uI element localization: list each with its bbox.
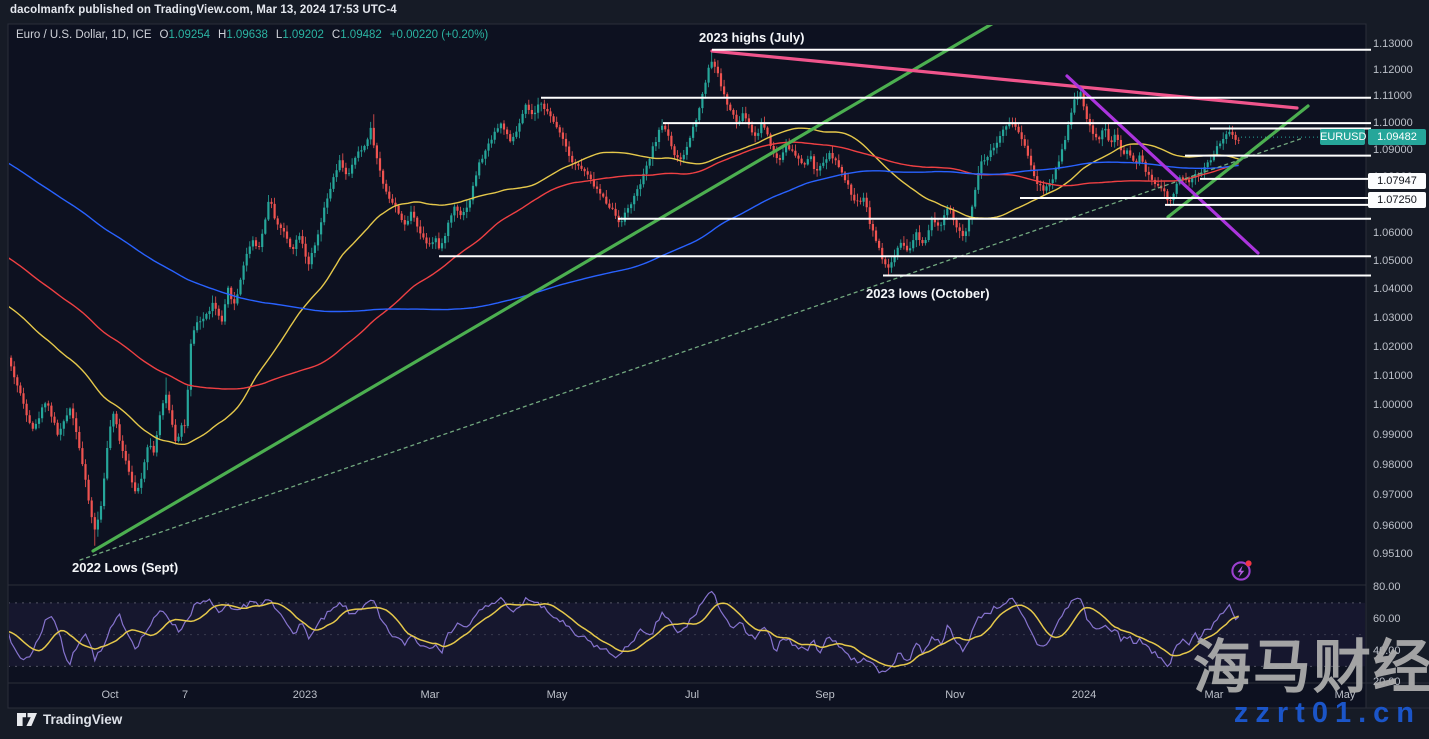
rsi-ma-line [9, 602, 1239, 668]
price-axis-label: 0.98000 [1373, 459, 1413, 471]
price-axis-label: 1.13000 [1373, 38, 1413, 50]
publish-attribution: dacolmanfx published on TradingView.com,… [10, 4, 397, 16]
time-axis-label-7: 7 [181, 689, 189, 701]
time-axis-label-Sep: Sep [815, 689, 835, 701]
notification-dot-icon [1245, 560, 1252, 567]
level-badge-2: 1.07250 [1368, 192, 1426, 208]
rsi-line [9, 590, 1240, 674]
price-axis-label: 1.02000 [1373, 341, 1413, 353]
legend-h-value: H1.09638 [218, 29, 268, 41]
price-axis-label: 1.05000 [1373, 255, 1413, 267]
price-axis-label: 1.10000 [1373, 117, 1413, 129]
time-axis-label-Jul: Jul [684, 689, 700, 701]
legend-symbol-title: Euro / U.S. Dollar, 1D, ICE [16, 29, 152, 41]
boost-ring-icon [1231, 561, 1251, 581]
lightning-icon [1237, 565, 1245, 578]
pane-background [7, 23, 1367, 709]
price-axis-label: 1.06000 [1373, 227, 1413, 239]
legend-change: +0.00220 (+0.20%) [389, 29, 489, 41]
symbol-legend: Euro / U.S. Dollar, 1D, ICE O1.09254 H1.09… [16, 29, 496, 41]
price-axis-label: 1.12000 [1373, 64, 1413, 76]
indicator-axis-label: 40.00 [1373, 645, 1401, 657]
sma-100-line [9, 141, 1239, 390]
watermark-url: zzrt01.cn [1233, 697, 1421, 729]
price-axis-label: 1.01000 [1373, 370, 1413, 382]
watermark-cn: 海马财经 [1192, 635, 1429, 700]
annotation-1: 2023 lows (October) [866, 286, 990, 301]
legend-c-value: C1.09482 [331, 29, 382, 41]
legend-l-value: L1.09202 [275, 29, 324, 41]
descending-trendline-purple [1065, 74, 1260, 255]
time-axis-label-Oct: Oct [101, 689, 119, 701]
time-axis-label-Nov: Nov [945, 689, 965, 701]
time-axis-label-May: May [546, 689, 568, 701]
tradingview-mark-icon [17, 713, 37, 726]
dotted-support-diagonal [79, 137, 1304, 561]
indicator-axis-label: 20.00 [1373, 676, 1401, 688]
legend-o-value: O1.09254 [159, 29, 211, 41]
rising-trendline-2022 [91, 25, 994, 553]
time-axis-label-May: May [1334, 689, 1356, 701]
price-axis-label: 1.09000 [1373, 144, 1413, 156]
price-axis-label: 0.95100 [1373, 548, 1413, 560]
price-axis-label: 0.99000 [1373, 429, 1413, 441]
indicator-axis-label: 60.00 [1373, 613, 1401, 625]
price-axis-label: 1.11000 [1373, 90, 1412, 102]
sma-200-line [9, 161, 1239, 313]
last-price-badge: 1.09482 [1368, 129, 1426, 145]
time-axis-label-Mar: Mar [1204, 689, 1224, 701]
sma-50-line [9, 127, 1239, 445]
tradingview-logo-label: TradingView [43, 712, 123, 727]
symbol-badge: EURUSD [1320, 129, 1367, 145]
rsi-band [9, 602, 1365, 667]
level-badge-1: 1.07947 [1368, 173, 1426, 189]
tradingview-logo[interactable]: TradingView [17, 712, 122, 727]
boost-button[interactable] [1228, 556, 1256, 584]
rsi-pane[interactable] [8, 590, 1366, 674]
annotation-2: 2022 Lows (Sept) [72, 560, 179, 575]
candle-bodies-down [10, 61, 1240, 530]
price-axis-label: 1.04000 [1373, 283, 1413, 295]
time-axis-label-Mar: Mar [420, 689, 440, 701]
indicator-axis-label: 80.00 [1373, 581, 1401, 593]
price-axis-label: 1.00000 [1373, 399, 1413, 411]
price-axis-label: 1.03000 [1373, 312, 1413, 324]
price-axis-label: 0.96000 [1373, 520, 1413, 532]
time-axis-label-2024: 2024 [1071, 689, 1097, 701]
time-axis-label-2023: 2023 [292, 689, 318, 701]
price-axis-label: 0.97000 [1373, 489, 1413, 501]
annotation-0: 2023 highs (July) [699, 30, 805, 45]
